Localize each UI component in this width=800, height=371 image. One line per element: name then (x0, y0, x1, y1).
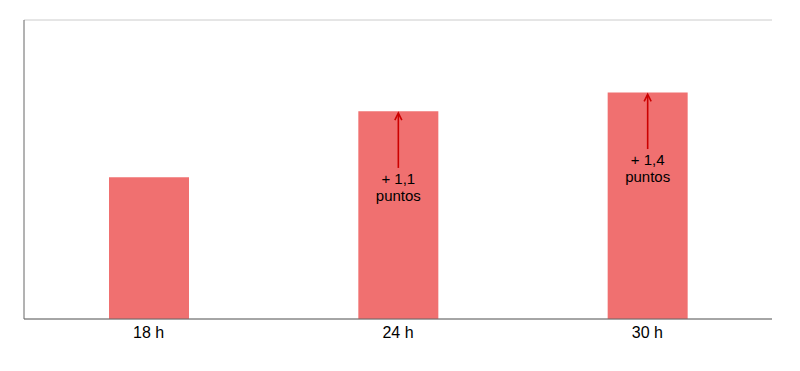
svg-text:18 h: 18 h (133, 324, 164, 341)
svg-text:24 h: 24 h (382, 324, 413, 341)
svg-text:30 h: 30 h (632, 324, 663, 341)
svg-text:puntos: puntos (376, 187, 421, 204)
svg-text:+ 1,4: + 1,4 (631, 151, 665, 168)
svg-text:+ 1,1: + 1,1 (381, 170, 415, 187)
svg-text:puntos: puntos (625, 168, 670, 185)
